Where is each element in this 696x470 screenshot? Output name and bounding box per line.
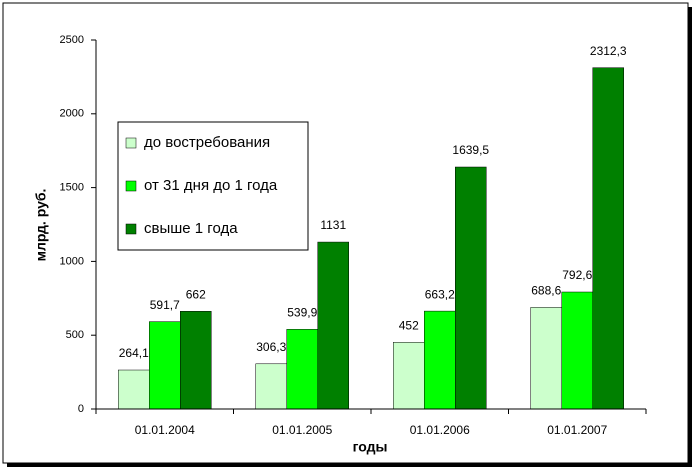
bar bbox=[393, 342, 425, 410]
value-label: 2312,3 bbox=[590, 44, 627, 58]
legend-label: до востребования bbox=[144, 134, 270, 151]
x-tick-label: 01.01.2005 bbox=[272, 423, 332, 437]
value-label: 663,2 bbox=[425, 287, 455, 301]
value-label: 1131 bbox=[320, 218, 346, 232]
legend-swatch bbox=[125, 223, 137, 235]
bar bbox=[561, 291, 593, 410]
y-tick-label: 0 bbox=[78, 403, 84, 415]
bar bbox=[424, 310, 456, 410]
value-label: 792,6 bbox=[562, 268, 592, 282]
x-axis-title: годы bbox=[353, 439, 388, 455]
value-label: 539,9 bbox=[287, 305, 317, 319]
x-tick-label: 01.01.2006 bbox=[410, 423, 470, 437]
y-tick-label: 1500 bbox=[60, 182, 84, 194]
legend-label: свыше 1 года bbox=[144, 220, 238, 237]
value-label: 264,1 bbox=[119, 346, 149, 360]
bar bbox=[180, 311, 212, 410]
x-tick-label: 01.01.2004 bbox=[135, 423, 195, 437]
value-label: 452 bbox=[399, 318, 419, 332]
legend-label: от 31 дня до 1 года bbox=[144, 177, 278, 194]
bar bbox=[592, 67, 624, 410]
bar bbox=[149, 321, 181, 410]
y-tick-label: 1000 bbox=[60, 255, 84, 267]
y-tick-label: 2500 bbox=[60, 34, 84, 46]
y-axis-title: млрд. руб. bbox=[33, 189, 49, 262]
bar bbox=[530, 307, 562, 410]
y-tick-label: 2000 bbox=[60, 108, 84, 120]
bar bbox=[455, 166, 487, 410]
value-label: 688,6 bbox=[531, 284, 561, 298]
bar bbox=[118, 369, 150, 410]
value-label: 1639,5 bbox=[452, 143, 489, 157]
bar bbox=[286, 329, 318, 410]
value-label: 662 bbox=[186, 287, 206, 301]
bar bbox=[255, 363, 287, 410]
legend-swatch bbox=[125, 180, 137, 192]
value-label: 591,7 bbox=[150, 298, 180, 312]
legend-swatch bbox=[125, 137, 137, 149]
bar bbox=[317, 241, 349, 410]
x-tick-label: 01.01.2007 bbox=[547, 423, 607, 437]
legend-box bbox=[117, 121, 309, 251]
y-tick-label: 500 bbox=[66, 329, 84, 341]
legend: до востребования от 31 дня до 1 года свыше… bbox=[117, 121, 309, 251]
value-label: 306,3 bbox=[256, 340, 286, 354]
